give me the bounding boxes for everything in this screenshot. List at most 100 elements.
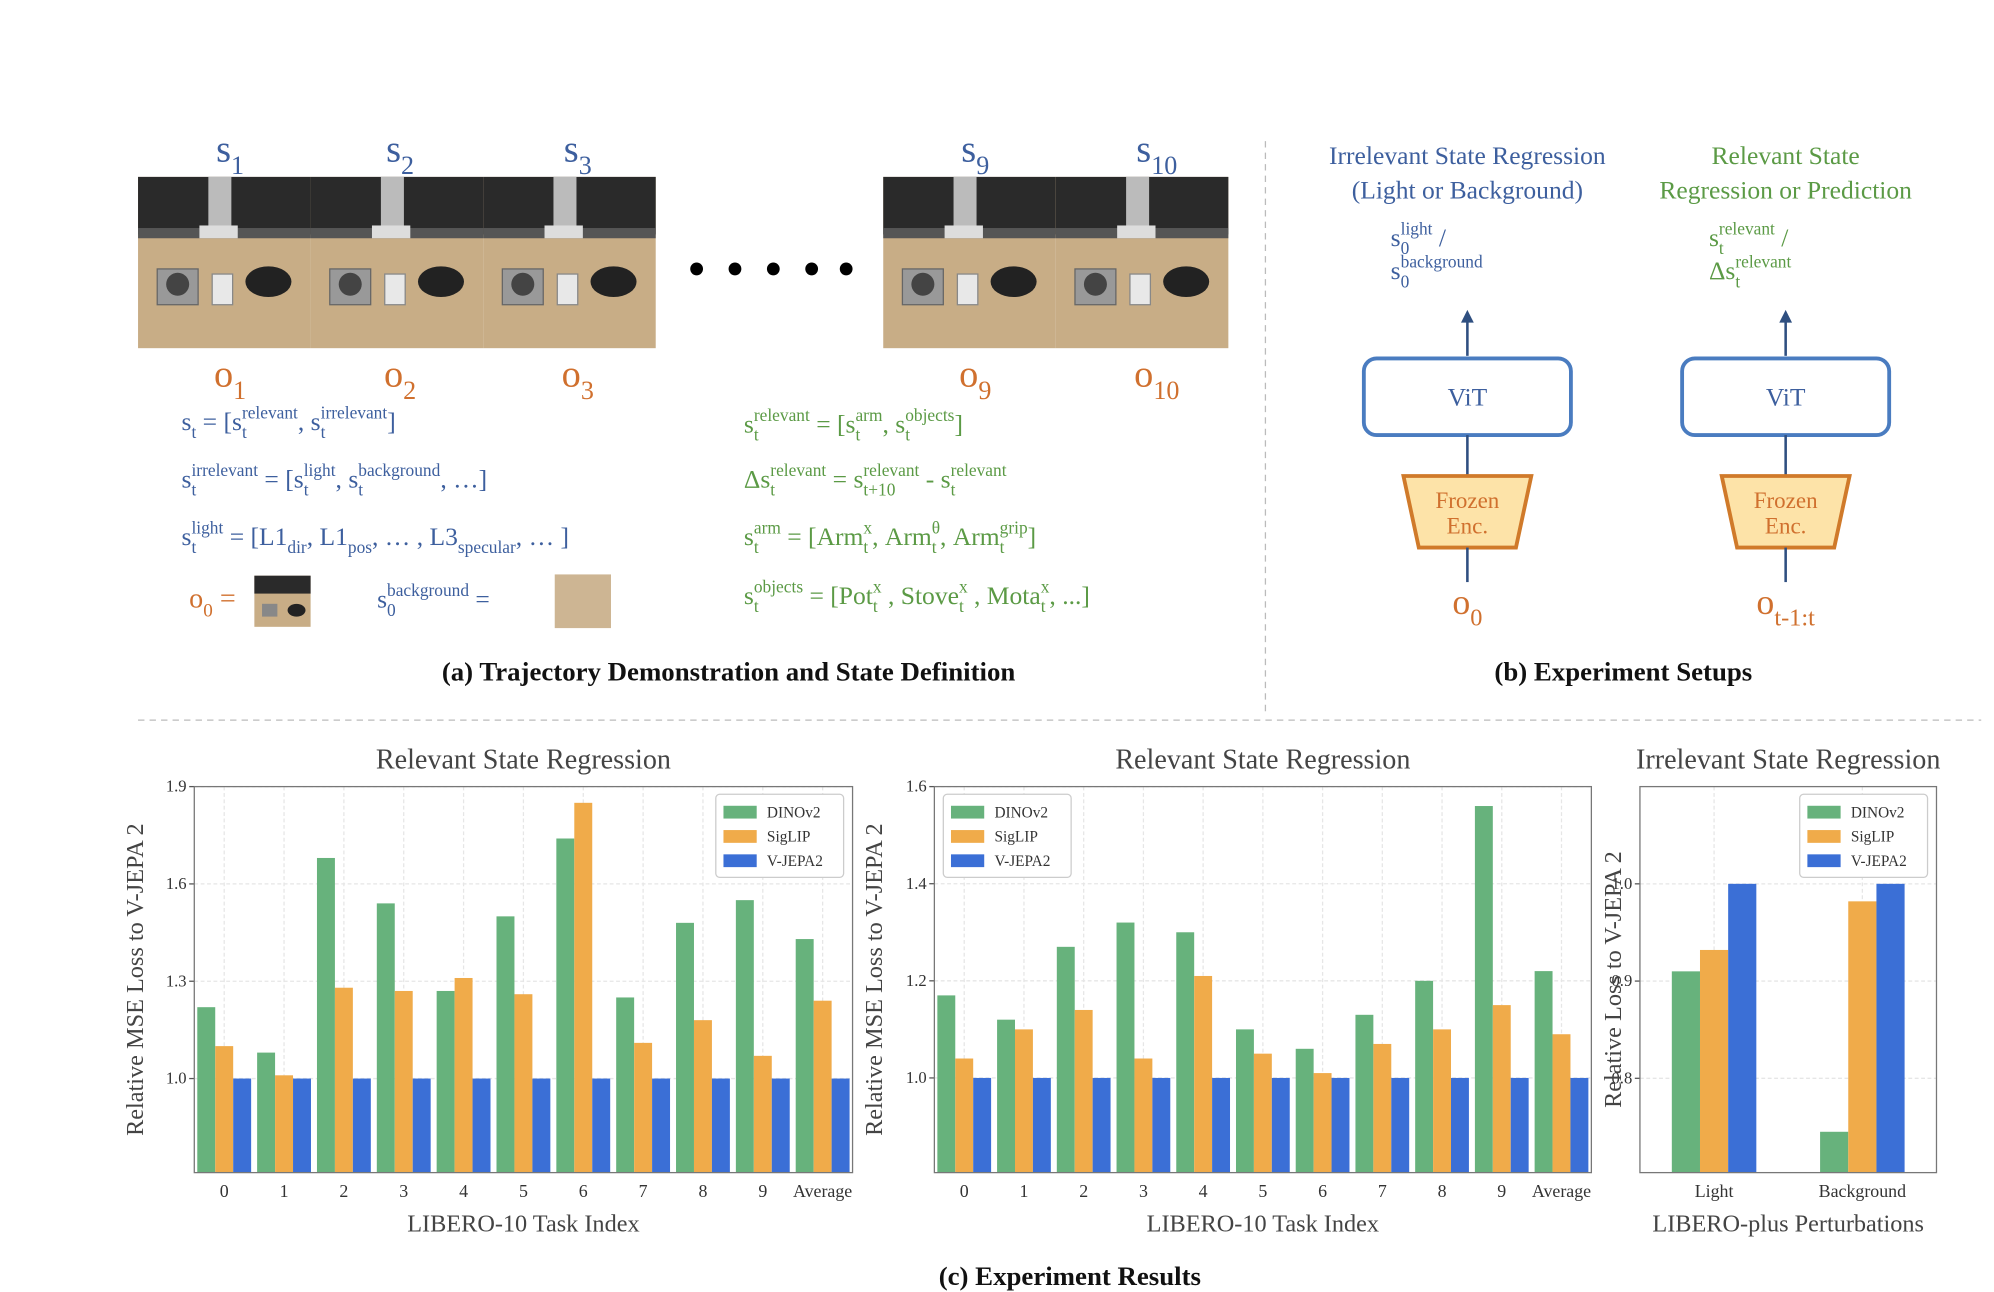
text-sub: t: [855, 426, 860, 445]
text-base: s: [564, 129, 579, 171]
text-run: ]: [1028, 522, 1037, 551]
x-tick-label: 5: [519, 1181, 528, 1201]
bar: [1295, 1048, 1314, 1173]
bar: [1253, 1053, 1272, 1173]
text-sup: x: [1041, 577, 1050, 596]
legend-label: DINOv2: [1851, 804, 1905, 821]
text-sub: t: [951, 481, 956, 500]
text-sup: background: [387, 581, 469, 600]
x-axis-label: LIBERO-10 Task Index: [1147, 1210, 1379, 1237]
text-base: s: [744, 581, 754, 610]
text-base: o: [189, 584, 203, 615]
formula: stobjects = [Pottx , Stovetx , Motatx, .…: [744, 577, 1090, 616]
arrow-head: [1460, 309, 1474, 323]
y-tick-label: 1.4: [906, 874, 927, 893]
output-label: strelevant /: [1709, 219, 1789, 258]
formula: stlight = [L1dir, L1pos, … , L3specular,…: [182, 519, 570, 558]
pan: [245, 266, 292, 298]
bar: [1820, 1131, 1849, 1173]
x-axis-label: LIBERO-10 Task Index: [407, 1210, 639, 1237]
text-base: s: [1136, 129, 1151, 171]
thumb-object: [262, 603, 278, 617]
x-tick-label: 4: [1199, 1181, 1208, 1201]
text-sup: arm: [754, 519, 781, 538]
text-run: =: [826, 465, 853, 494]
observation-label: o3: [562, 354, 594, 405]
text-base: Stove: [901, 581, 959, 610]
text-sup: relevant: [1735, 253, 1791, 272]
robot-arm: [553, 176, 577, 231]
text-run: = [: [196, 407, 232, 436]
bar: [1116, 922, 1135, 1173]
bar: [1451, 1077, 1469, 1173]
text-sub: t: [1735, 272, 1740, 291]
text-sub: t+10: [863, 481, 895, 500]
text-run: =: [213, 584, 236, 615]
bar: [1391, 1077, 1410, 1173]
text-base: s: [311, 407, 321, 436]
text-base: Mota: [987, 581, 1041, 610]
text-base: Arm: [885, 522, 932, 551]
y-axis-label: Relative MSE Loss to V-JEPA 2: [122, 823, 149, 1136]
text-sup: objects: [905, 406, 954, 425]
bar: [556, 838, 575, 1173]
text-base: s: [846, 410, 856, 439]
bar: [1134, 1058, 1153, 1173]
bar: [1235, 1029, 1254, 1173]
text-sup: relevant: [1719, 219, 1775, 238]
text-base: L1: [320, 522, 348, 551]
bar: [1152, 1077, 1171, 1173]
text-base: s: [744, 522, 754, 551]
dot: [805, 262, 819, 276]
text-base: s: [1725, 256, 1735, 285]
text-base: s: [182, 522, 192, 551]
y-tick-label: 0.9: [1612, 971, 1633, 990]
moka-pot: [556, 273, 579, 306]
bar: [831, 1078, 850, 1173]
bar: [454, 977, 473, 1173]
burner: [911, 272, 935, 296]
text-sup: relevant: [242, 403, 298, 422]
x-tick-label: 9: [758, 1181, 767, 1201]
text-base: s: [961, 129, 976, 171]
x-tick-label: 3: [399, 1181, 408, 1201]
legend-label: SigLIP: [994, 829, 1037, 846]
x-tick-label: 2: [1079, 1181, 1088, 1201]
text-sub: 3: [581, 376, 594, 405]
chart-title: Relevant State Regression: [1115, 745, 1410, 776]
bar: [293, 1078, 311, 1173]
bar: [1194, 975, 1213, 1173]
text-sub: 9: [976, 151, 989, 180]
bar: [1176, 932, 1195, 1173]
bar: [1092, 1077, 1111, 1173]
text-sub: 10: [1151, 151, 1177, 180]
x-tick-label: 1: [280, 1181, 289, 1201]
bar: [1552, 1034, 1571, 1173]
bar: [771, 1078, 790, 1173]
text-base: o: [214, 354, 233, 396]
thumb-object: [287, 603, 306, 617]
bar: [693, 1020, 712, 1173]
x-tick-label: 8: [698, 1181, 707, 1201]
bar: [813, 1000, 832, 1173]
observation-label: o9: [959, 354, 991, 405]
bar: [275, 1075, 294, 1173]
x-axis-label: LIBERO-plus Perturbations: [1652, 1210, 1924, 1237]
bar: [592, 1078, 611, 1173]
text-sup: background: [358, 461, 440, 480]
text-run: Δ: [744, 465, 760, 494]
bar: [1373, 1043, 1392, 1173]
text-run: = [: [781, 522, 817, 551]
y-tick-label: 1.6: [906, 777, 927, 796]
bar: [514, 994, 533, 1173]
bar: [753, 1055, 772, 1173]
legend-label: DINOv2: [767, 804, 821, 821]
state-label: s2: [386, 129, 414, 180]
dot: [839, 262, 853, 276]
text-base: s: [216, 129, 231, 171]
state-label: s3: [564, 129, 592, 180]
caption: (c) Experiment Results: [939, 1261, 1201, 1291]
bar: [937, 995, 956, 1173]
text-base: s: [386, 129, 401, 171]
y-tick-label: 0.8: [1612, 1068, 1633, 1087]
